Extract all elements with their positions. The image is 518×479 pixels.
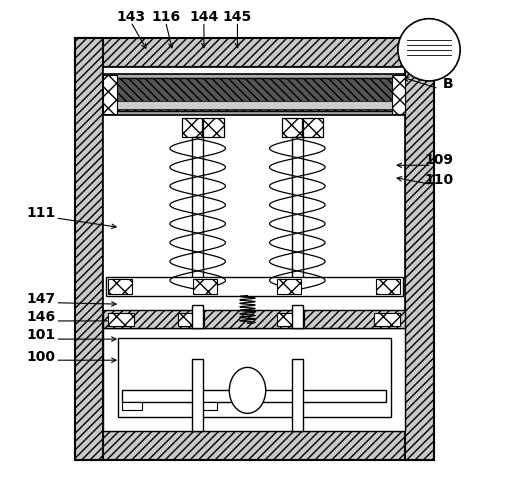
Text: 110: 110 [424, 172, 453, 187]
Bar [75, 38, 434, 67]
Text: 109: 109 [424, 153, 453, 168]
Text: 146: 146 [26, 310, 55, 324]
Circle shape [398, 19, 460, 81]
Bar [204, 118, 224, 137]
Bar [103, 328, 405, 431]
Bar [108, 279, 132, 294]
Text: 101: 101 [26, 328, 55, 342]
Bar [292, 359, 303, 431]
Bar [377, 279, 400, 294]
Text: 116: 116 [151, 10, 180, 24]
Bar [122, 402, 141, 410]
Bar [108, 101, 400, 109]
Bar [303, 118, 323, 137]
Bar [292, 137, 303, 295]
Ellipse shape [229, 367, 266, 413]
Text: 143: 143 [116, 10, 145, 24]
Bar [103, 67, 405, 431]
Bar [106, 277, 402, 296]
Bar [178, 313, 204, 326]
Text: 145: 145 [223, 10, 252, 24]
Bar [192, 305, 203, 328]
Bar [292, 305, 303, 328]
Text: 111: 111 [26, 206, 55, 220]
Bar [277, 279, 301, 294]
Bar [75, 431, 434, 460]
Bar [122, 390, 386, 402]
Bar [193, 279, 218, 294]
Bar [108, 313, 135, 326]
Bar [198, 402, 217, 410]
Bar [108, 78, 400, 111]
Text: 100: 100 [26, 350, 55, 364]
Bar [75, 38, 103, 460]
Bar [374, 313, 400, 326]
Bar [192, 137, 203, 295]
Bar [392, 75, 405, 114]
Bar [103, 310, 405, 328]
Bar [277, 313, 304, 326]
Bar [103, 74, 405, 115]
Bar [103, 75, 117, 114]
Bar [118, 338, 391, 417]
Text: 144: 144 [189, 10, 219, 24]
Bar [282, 118, 302, 137]
Bar [192, 359, 203, 431]
Bar [182, 118, 203, 137]
Text: B: B [443, 77, 454, 91]
Text: 147: 147 [26, 292, 55, 307]
Bar [405, 38, 434, 460]
